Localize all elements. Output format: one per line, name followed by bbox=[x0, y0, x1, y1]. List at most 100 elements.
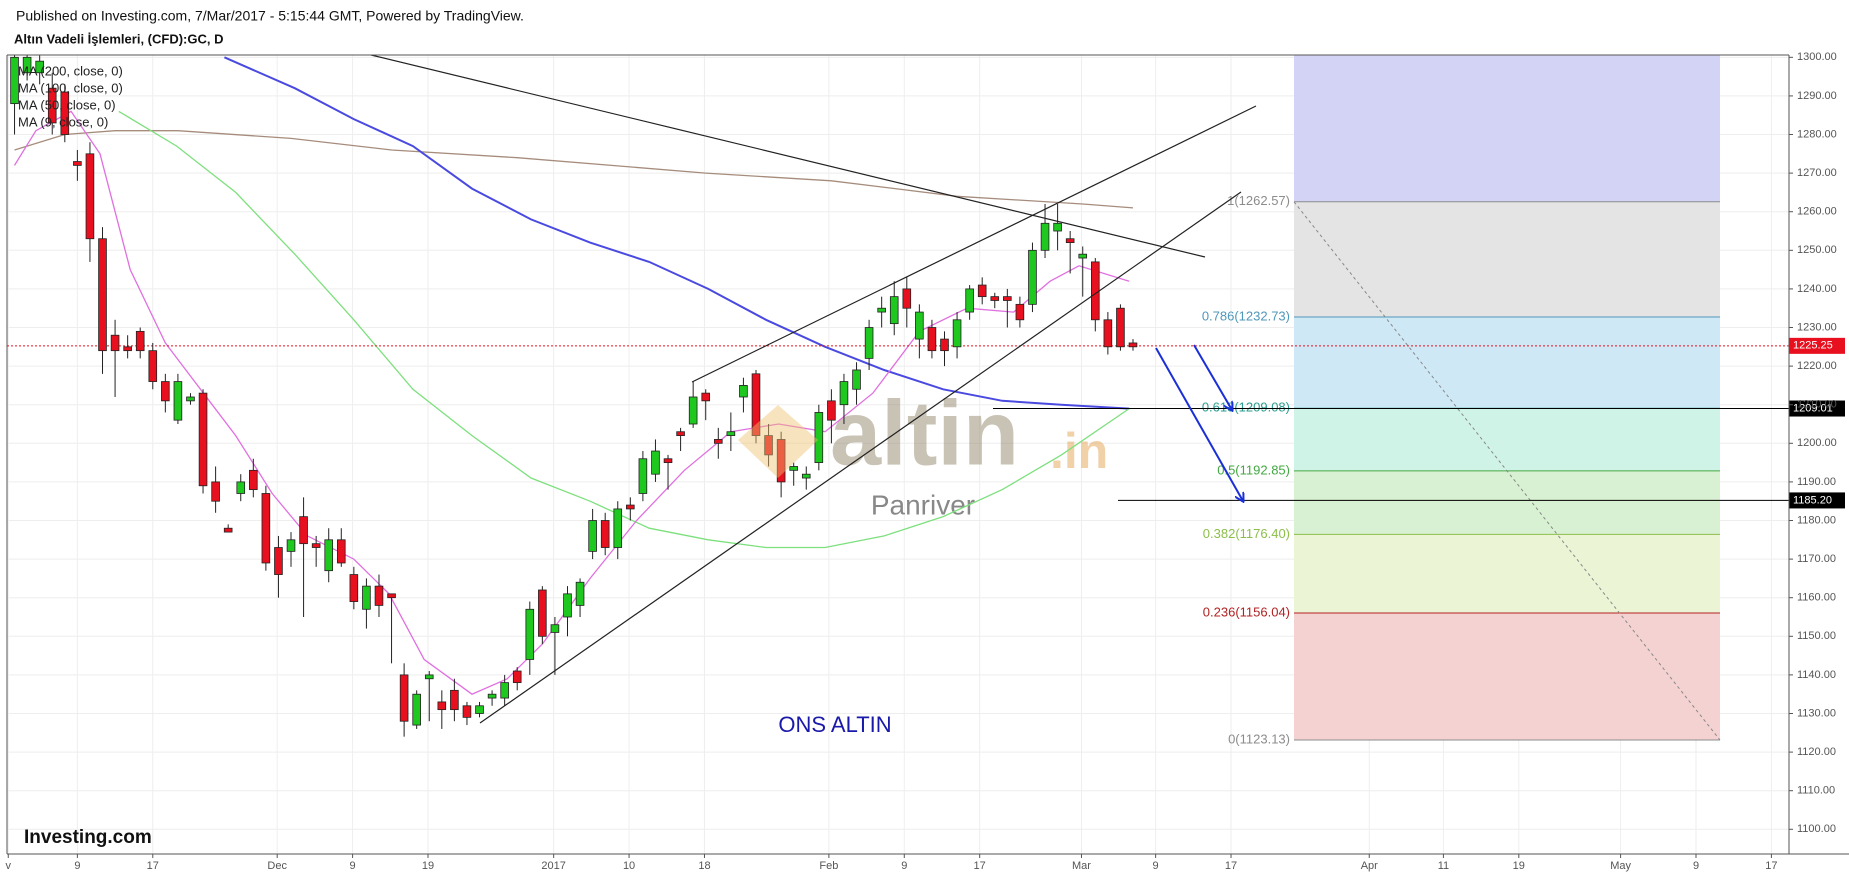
y-tick-label: 1190.00 bbox=[1797, 476, 1836, 488]
price-tag bbox=[1789, 492, 1845, 509]
candle-body bbox=[336, 539, 346, 564]
x-tick-label: 9 bbox=[350, 860, 356, 872]
price-tag-label: 1225.25 bbox=[1793, 340, 1833, 352]
x-tick-label: Mar bbox=[1072, 860, 1091, 872]
candle-body bbox=[60, 91, 70, 135]
x-tick-label: 18 bbox=[698, 860, 710, 872]
candle-body bbox=[801, 473, 811, 479]
watermark: altin bbox=[830, 382, 1019, 484]
fib-label: 0.236(1156.04) bbox=[1203, 604, 1290, 619]
candle-body bbox=[927, 327, 937, 352]
x-tick-label: Feb bbox=[819, 860, 838, 872]
candle-body bbox=[249, 469, 258, 491]
candle-body bbox=[588, 520, 597, 552]
candle-body bbox=[525, 608, 535, 660]
arrow bbox=[1155, 347, 1243, 501]
candle-body bbox=[324, 539, 334, 572]
candle-body bbox=[349, 574, 359, 602]
candle-body bbox=[889, 296, 899, 325]
candle-body bbox=[236, 481, 246, 494]
legend-entry: MA (200, close, 0) bbox=[18, 63, 123, 78]
candle-body bbox=[1091, 261, 1100, 321]
candle-body bbox=[85, 153, 95, 240]
candle-body bbox=[764, 435, 773, 456]
candle-body bbox=[1015, 303, 1025, 321]
candle-body bbox=[902, 288, 912, 309]
channel-lower bbox=[479, 191, 1242, 724]
fib-label: 0.382(1176.40) bbox=[1203, 526, 1290, 541]
x-tick-label: 17 bbox=[1765, 860, 1777, 872]
candle-body bbox=[1116, 307, 1125, 348]
candle-body bbox=[538, 589, 547, 637]
x-tick-label: 19 bbox=[422, 860, 434, 872]
price-tag bbox=[1789, 337, 1845, 354]
x-tick-label: 2017 bbox=[541, 860, 565, 872]
candle-body bbox=[713, 439, 723, 444]
price-tag-label: 1185.20 bbox=[1793, 494, 1832, 506]
y-tick-label: 1230.00 bbox=[1797, 321, 1837, 333]
candle-body bbox=[952, 319, 962, 348]
candle-body bbox=[688, 396, 698, 425]
candle-body bbox=[98, 238, 107, 352]
y-tick-label: 1150.00 bbox=[1797, 630, 1836, 642]
candle-body bbox=[450, 689, 459, 711]
candle-body bbox=[789, 466, 798, 471]
x-tick-label: May bbox=[1610, 860, 1631, 872]
x-tick-label: 9 bbox=[74, 860, 80, 872]
candle-body bbox=[161, 381, 170, 402]
candle-body bbox=[135, 330, 145, 352]
candle-body bbox=[864, 327, 874, 359]
candle-body bbox=[47, 87, 57, 124]
y-tick-label: 1300.00 bbox=[1797, 51, 1837, 63]
symbol-title: Altın Vadeli İşlemleri, (CFD):GC, D bbox=[14, 31, 223, 46]
candle-body bbox=[1040, 222, 1050, 251]
x-tick-label: 11 bbox=[1438, 860, 1449, 872]
candle-body bbox=[299, 516, 308, 545]
x-tick-label: 9 bbox=[901, 860, 907, 872]
x-tick-label: 9 bbox=[1693, 860, 1699, 872]
candle-body bbox=[1053, 222, 1062, 232]
candle-body bbox=[223, 527, 233, 533]
y-tick-label: 1130.00 bbox=[1797, 707, 1836, 719]
annotation: ONS ALTIN bbox=[778, 712, 891, 737]
plot-layer: 1(1262.57) 0.786(1232.73) 0.618(1209.08) 0.… bbox=[7, 55, 1789, 854]
candle-body bbox=[10, 56, 19, 105]
y-tick-label: 1200.00 bbox=[1797, 437, 1837, 449]
candle-body bbox=[362, 585, 371, 610]
y-tick-label: 1170.00 bbox=[1797, 553, 1836, 565]
candle-body bbox=[1078, 253, 1088, 259]
y-tick-label: 1160.00 bbox=[1797, 592, 1836, 604]
candle-body bbox=[437, 701, 447, 711]
y-tick-label: 1290.00 bbox=[1797, 90, 1837, 102]
candle-body bbox=[1103, 319, 1113, 348]
y-tick-label: 1210.00 bbox=[1797, 399, 1837, 411]
watermark: Panriver bbox=[871, 489, 975, 520]
candle-body bbox=[626, 504, 635, 510]
channel-upper bbox=[691, 105, 1257, 383]
published-note: Published on Investing.com, 7/Mar/2017 -… bbox=[16, 8, 524, 24]
candle-body bbox=[827, 400, 836, 421]
candle-body bbox=[877, 307, 886, 313]
candle-body bbox=[977, 284, 987, 298]
candle-body bbox=[563, 593, 572, 618]
candle-body bbox=[73, 161, 82, 166]
candle-body bbox=[1028, 249, 1037, 305]
candle-body bbox=[600, 520, 610, 548]
candle-body bbox=[1128, 342, 1138, 348]
candle-body bbox=[915, 311, 924, 340]
fib-zone bbox=[1294, 470, 1720, 535]
fib-zone bbox=[1294, 55, 1720, 202]
candle-body bbox=[462, 705, 472, 718]
drawings bbox=[370, 55, 1257, 724]
candle-body bbox=[35, 60, 44, 74]
ma-line bbox=[223, 56, 1130, 410]
candle-body bbox=[412, 693, 421, 726]
candle-body bbox=[311, 543, 321, 548]
watermark-logo bbox=[738, 405, 818, 478]
fib-label: 0.5(1192.85) bbox=[1217, 462, 1290, 477]
x-tick-label: 17 bbox=[1225, 860, 1237, 872]
logo: Investing.com bbox=[24, 827, 152, 848]
x-tick-label: 17 bbox=[974, 860, 986, 872]
fib-label: 0.618(1209.08) bbox=[1202, 400, 1290, 415]
